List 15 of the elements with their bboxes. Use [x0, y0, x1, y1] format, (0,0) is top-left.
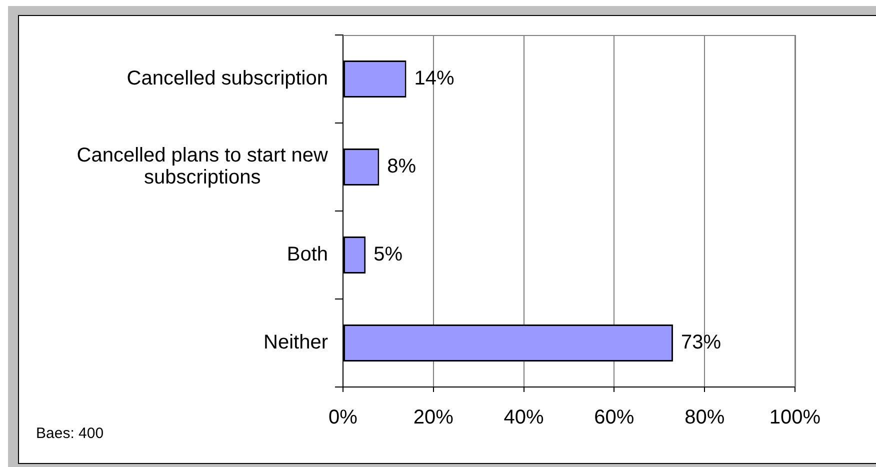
x-tick-label: 40%: [504, 406, 544, 429]
x-tick-label: 0%: [328, 406, 358, 429]
data-label: 14%: [414, 68, 455, 90]
y-tick-label: Cancelled subscription: [126, 68, 328, 90]
data-label: 5%: [374, 244, 403, 266]
data-label: 8%: [387, 156, 416, 178]
data-label: 73%: [680, 332, 722, 354]
x-tick-label: 100%: [769, 406, 821, 429]
x-tick-label: 60%: [594, 406, 634, 429]
text: Baes: 400: [36, 425, 104, 442]
y-tick-label: Neither: [264, 332, 328, 354]
x-tick-label: 80%: [684, 406, 725, 429]
y-tick-label: Both: [286, 244, 328, 266]
x-tick-label: 20%: [413, 406, 454, 429]
y-tick-label: Cancelled plans to start new subscriptions: [76, 144, 329, 189]
